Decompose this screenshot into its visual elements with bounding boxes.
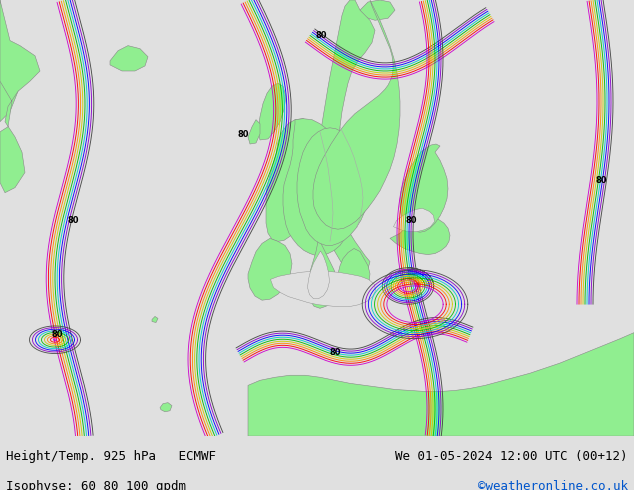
Text: 80: 80 (405, 216, 417, 225)
Text: 80: 80 (238, 130, 250, 139)
Text: We 01-05-2024 12:00 UTC (00+12): We 01-05-2024 12:00 UTC (00+12) (395, 450, 628, 463)
Text: 80: 80 (315, 30, 327, 40)
Text: 80: 80 (52, 330, 63, 339)
Text: 80: 80 (330, 348, 342, 357)
Text: 80: 80 (68, 216, 79, 225)
Text: Isophyse: 60 80 100 gpdm: Isophyse: 60 80 100 gpdm (6, 480, 186, 490)
Text: 80: 80 (595, 175, 607, 185)
Text: Height/Temp. 925 hPa   ECMWF: Height/Temp. 925 hPa ECMWF (6, 450, 216, 463)
Text: ©weatheronline.co.uk: ©weatheronline.co.uk (477, 480, 628, 490)
